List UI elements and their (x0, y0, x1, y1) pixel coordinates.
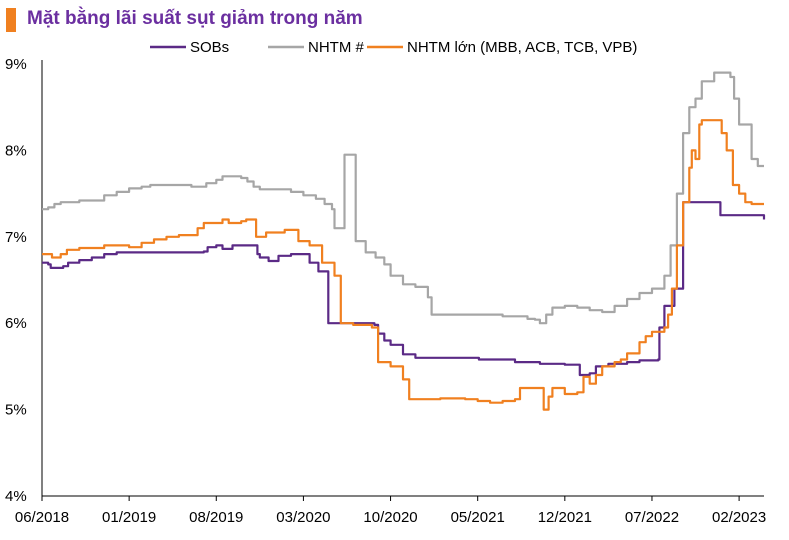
title-accent-bar (6, 8, 16, 32)
x-axis-ticks: 06/2018 01/2019 08/2019 03/2020 10/2020 05/20… (15, 496, 766, 526)
y-tick-label: 5% (5, 402, 27, 419)
x-tick-label: 03/2020 (276, 509, 330, 526)
chart-title: Mặt bằng lãi suất sụt giảm trong năm (27, 8, 363, 29)
y-tick-label: 6% (5, 315, 27, 332)
chart-legend: SOBs NHTM # NHTM lớn (MBB, ACB, TCB, VPB) (150, 39, 637, 56)
legend-label-3: NHTM lớn (MBB, ACB, TCB, VPB) (407, 39, 637, 56)
x-tick-label: 12/2021 (538, 509, 592, 526)
x-tick-label: 01/2019 (102, 509, 156, 526)
series-line-3 (42, 119, 764, 411)
x-tick-label: 08/2019 (189, 509, 243, 526)
legend-label-1: SOBs (190, 39, 229, 56)
legend-label-2: NHTM # (308, 39, 364, 56)
chart-series (42, 71, 766, 411)
series-line-2 (42, 71, 764, 325)
x-tick-label: 02/2023 (712, 509, 766, 526)
chart-axes (41, 60, 764, 497)
x-tick-label: 10/2020 (363, 509, 417, 526)
y-axis-ticks: 4% 5% 6% 7% 8% 9% (5, 56, 27, 505)
y-tick-label: 9% (5, 56, 27, 73)
x-tick-label: 06/2018 (15, 509, 69, 526)
y-tick-label: 7% (5, 229, 27, 246)
y-tick-label: 4% (5, 488, 27, 505)
y-tick-label: 8% (5, 142, 27, 159)
series-line-1 (42, 201, 766, 377)
x-tick-label: 07/2022 (625, 509, 679, 526)
x-tick-label: 05/2021 (451, 509, 505, 526)
